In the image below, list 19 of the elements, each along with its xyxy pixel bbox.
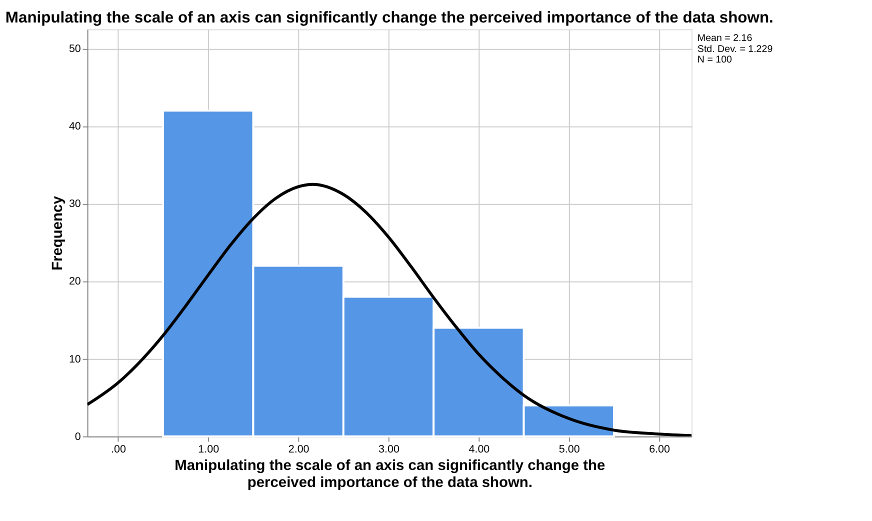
text: N = 100	[697, 54, 733, 66]
y-axis-title: Frequency	[50, 195, 66, 270]
x-axis-title: Manipulating the scale of an axis can significantly change the perceived importance of the data shown.	[174, 458, 606, 491]
y-tick-label: 20	[68, 276, 81, 288]
y-tick-label: 40	[68, 120, 81, 133]
x-tick-label: 2.00	[288, 444, 310, 456]
y-tick-label: 30	[68, 198, 81, 210]
y-tick-label: 10	[68, 353, 81, 366]
text: Mean = 2.16	[697, 33, 753, 44]
y-tick-label: 0	[74, 430, 81, 443]
x-tick-label: 6.00	[649, 444, 670, 456]
text: Std. Dev. = 1.229	[697, 44, 773, 55]
y-tick-label: 50	[68, 43, 81, 56]
x-tick-label: 3.00	[378, 444, 400, 456]
chart-title: Manipulating the scale of an axis can significantly change the perceived importance of the data shown.	[5, 9, 774, 26]
x-tick-label: 5.00	[558, 444, 580, 456]
x-tick-label: 4.00	[468, 444, 490, 456]
x-tick-label: .00	[110, 444, 126, 456]
x-tick-label: 1.00	[198, 444, 220, 456]
